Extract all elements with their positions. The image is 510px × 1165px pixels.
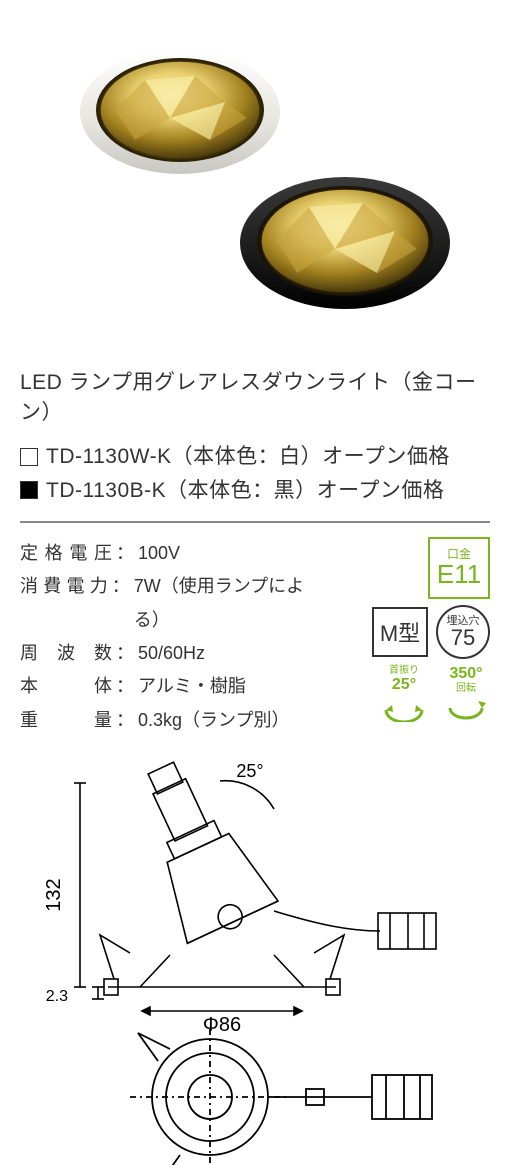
dim-bottom: 2.3 — [46, 988, 68, 1005]
spec-row: 定格電圧 ： 100V — [20, 537, 330, 570]
tilt-deg: 25° — [392, 676, 416, 694]
spec-value: 0.3kg（ランプ別） — [138, 704, 290, 737]
variant-price: オープン価格 — [317, 474, 445, 508]
rotate-deg: 350° — [449, 665, 482, 683]
spec-row: 重 量 ： 0.3kg（ランプ別） — [20, 704, 330, 737]
hole-badge: 埋込穴 75 — [436, 605, 490, 659]
rotate-arc-icon — [442, 694, 490, 722]
product-image-white — [75, 40, 285, 185]
spec-label: 周波数 — [20, 637, 112, 670]
variant-model: TD-1130B-K — [46, 474, 166, 508]
technical-diagram: 132 25° 2.3 Φ86 — [20, 755, 490, 1165]
spec-sep: ： — [112, 570, 130, 637]
spec-sep: ： — [116, 537, 134, 570]
spec-label: 消費電力 — [20, 570, 108, 637]
spec-sep: ： — [116, 704, 134, 737]
divider — [20, 521, 490, 523]
socket-badge: 口金 E11 — [428, 537, 490, 599]
tilt-label: 首振り — [389, 665, 419, 676]
spec-row: 本 体 ： アルミ・樹脂 — [20, 670, 330, 703]
variant-model: TD-1130W-K — [46, 440, 172, 474]
swatch-white-icon — [20, 448, 38, 466]
spec-sep: ： — [116, 637, 134, 670]
dim-height: 132 — [43, 878, 65, 911]
type-main: M型 — [380, 616, 420, 648]
variant-row: TD-1130W-K （本体色：白） オープン価格 — [20, 440, 490, 474]
variant-list: TD-1130W-K （本体色：白） オープン価格 TD-1130B-K （本体… — [20, 440, 490, 507]
rotate-label: 回転 — [456, 683, 476, 694]
rotate-badge: 350° 回転 — [442, 665, 490, 722]
variant-price: オープン価格 — [322, 440, 450, 474]
variant-color: （本体色：黒） — [166, 474, 317, 508]
hole-main: 75 — [451, 627, 475, 649]
spec-label: 重 量 — [20, 704, 112, 737]
spec-value: 7W（使用ランプによる） — [134, 570, 330, 637]
spec-label: 本 体 — [20, 670, 112, 703]
tilt-badge: 首振り 25° — [380, 665, 428, 722]
type-badge: M型 — [372, 607, 428, 657]
spec-value: アルミ・樹脂 — [138, 670, 246, 703]
product-image-area — [0, 0, 510, 350]
socket-main: E11 — [437, 560, 481, 589]
spec-row: 消費電力 ： 7W（使用ランプによる） — [20, 570, 330, 637]
tilt-arc-icon — [380, 694, 428, 722]
product-image-black — [235, 165, 455, 320]
product-title: LED ランプ用グレアレスダウンライト（金コーン） — [20, 366, 490, 426]
swatch-black-icon — [20, 481, 38, 499]
badge-row: M型 埋込穴 75 — [372, 605, 490, 659]
spec-sep: ： — [116, 670, 134, 703]
specs-block: 定格電圧 ： 100V 消費電力 ： 7W（使用ランプによる） 周波数 ： 50… — [20, 537, 490, 737]
spec-value: 50/60Hz — [138, 637, 205, 670]
motion-badges: 首振り 25° 350° 回転 — [380, 665, 490, 722]
specs-list: 定格電圧 ： 100V 消費電力 ： 7W（使用ランプによる） 周波数 ： 50… — [20, 537, 330, 737]
variant-row: TD-1130B-K （本体色：黒） オープン価格 — [20, 474, 490, 508]
spec-value: 100V — [138, 537, 180, 570]
spec-label: 定格電圧 — [20, 537, 112, 570]
badges: 口金 E11 M型 埋込穴 75 首振り 25° — [352, 537, 490, 737]
dim-angle: 25° — [236, 761, 263, 781]
dim-diameter: Φ86 — [203, 1014, 241, 1036]
variant-color: （本体色：白） — [172, 440, 323, 474]
spec-row: 周波数 ： 50/60Hz — [20, 637, 330, 670]
